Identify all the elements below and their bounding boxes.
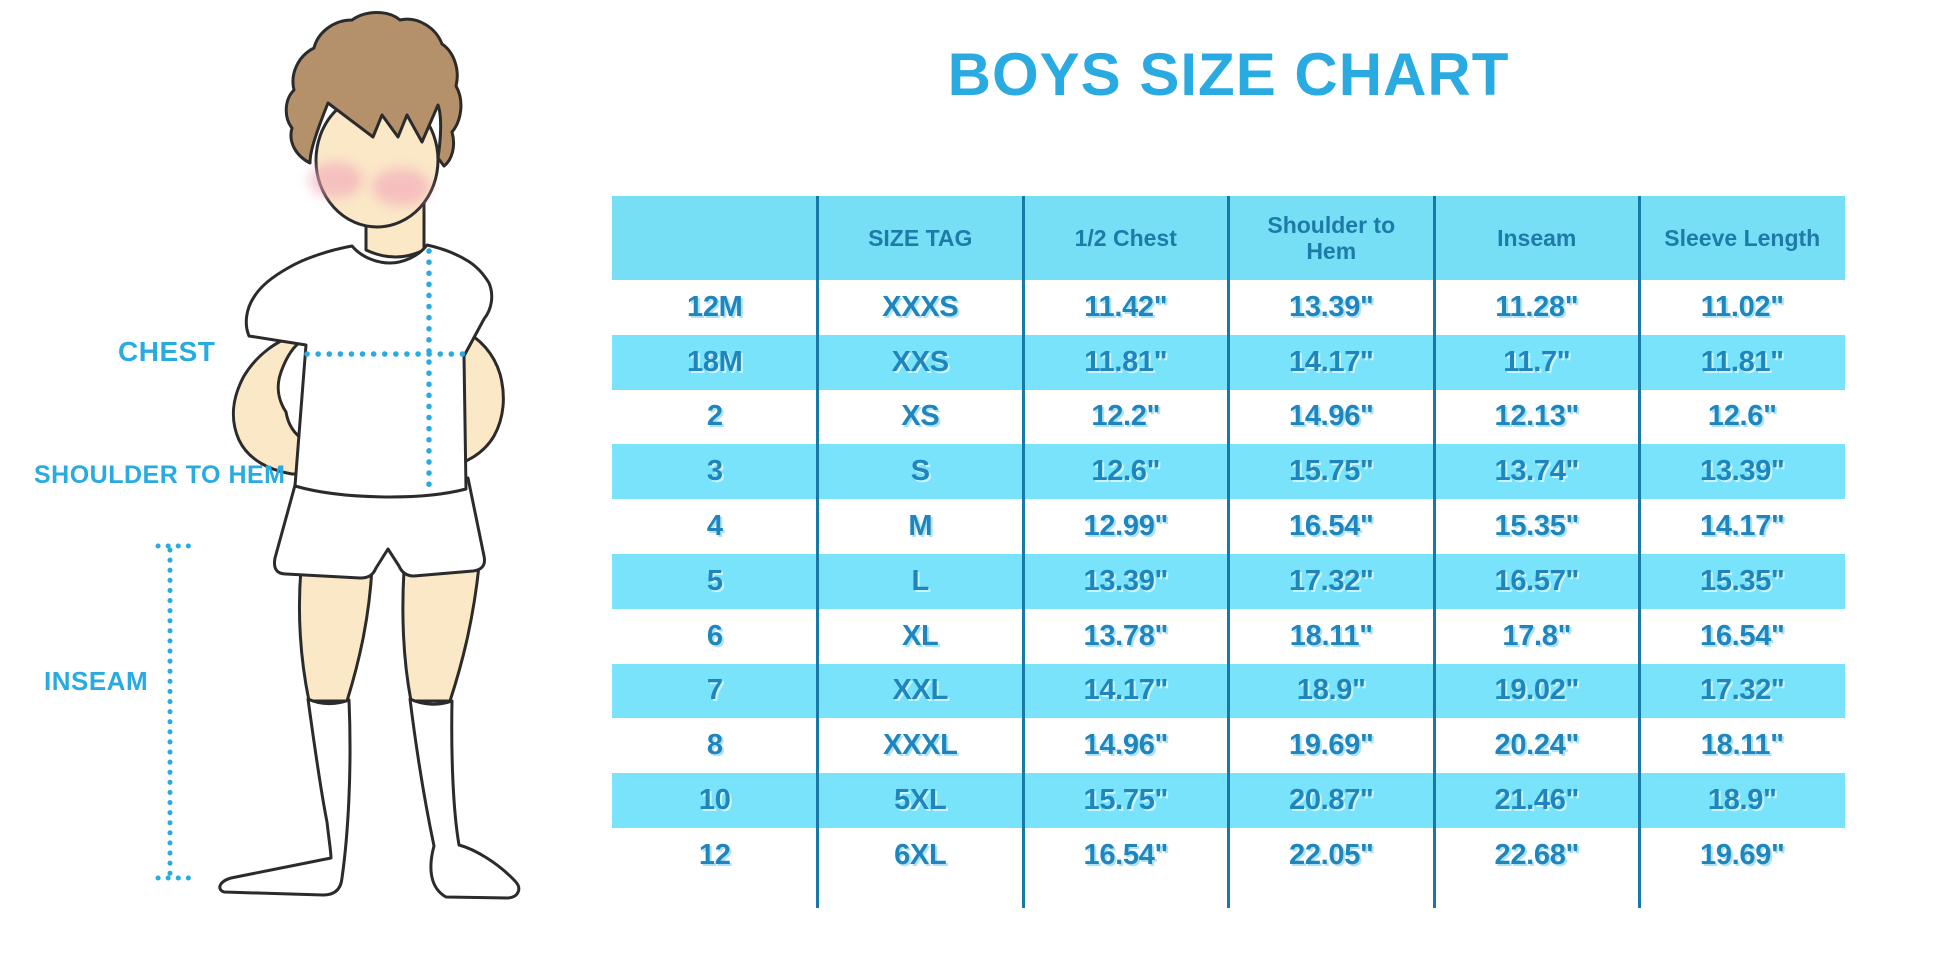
table-cell: 21.46" <box>1494 784 1580 817</box>
table-cell: 20.24" <box>1494 729 1580 762</box>
page-title: BOYS SIZE CHART <box>947 41 1510 108</box>
table-cell: 18.11" <box>1700 729 1784 762</box>
column-header <box>612 196 818 280</box>
table-cell: 11.81" <box>1700 345 1784 378</box>
right-thigh <box>401 564 481 703</box>
shorts <box>273 476 486 580</box>
table-cell: 15.75" <box>1083 784 1169 817</box>
column-divider <box>1638 196 1641 908</box>
table-cell: 18.9" <box>1296 674 1366 707</box>
boy-illustration <box>155 11 521 900</box>
table-cell: 14.96" <box>1083 729 1169 762</box>
table-cell: 15.35" <box>1494 510 1580 543</box>
table-cell: 11.28" <box>1495 290 1579 323</box>
table-cell: 11.7" <box>1503 345 1571 378</box>
table-cell: XS <box>901 400 940 433</box>
table-cell: 16.54" <box>1699 619 1785 652</box>
column-header: Inseam <box>1497 224 1577 251</box>
table-cell: 19.69" <box>1288 729 1374 762</box>
table-cell: 18M <box>686 345 743 378</box>
blush-right-icon <box>372 168 430 206</box>
table-cell: 16.54" <box>1083 838 1169 871</box>
table-cell: 17.32" <box>1288 564 1374 597</box>
table-cell: 14.17" <box>1288 345 1374 378</box>
column-header: Sleeve Length <box>1664 224 1821 251</box>
table-cell: 22.68" <box>1494 838 1580 871</box>
table-cell: 10 <box>698 784 731 817</box>
table-cell: XXXL <box>882 729 958 762</box>
left-thigh <box>297 566 374 703</box>
shoulder-to-hem-label: SHOULDER TO HEM <box>34 461 286 489</box>
table-cell: 11.42" <box>1084 290 1168 323</box>
column-divider <box>1227 196 1230 908</box>
table-cell: M <box>908 510 933 543</box>
left-arm <box>231 332 306 476</box>
table-cell: L <box>911 564 930 597</box>
table-cell: 13.39" <box>1699 455 1785 488</box>
table-cell: 13.78" <box>1083 619 1169 652</box>
table-cell: 15.75" <box>1288 455 1374 488</box>
table-cell: 18.9" <box>1707 784 1777 817</box>
table-cell: 12.13" <box>1494 400 1580 433</box>
column-header: 1/2 Chest <box>1074 224 1177 251</box>
table-cell: XXXS <box>882 290 959 323</box>
table-cell: 20.87" <box>1288 784 1374 817</box>
column-divider <box>1021 196 1025 908</box>
chest-label: CHEST <box>118 336 216 367</box>
table-cell: 11.02" <box>1700 290 1784 323</box>
table-cell: 8 <box>706 729 723 762</box>
table-cell: 12.6" <box>1707 400 1777 433</box>
column-divider <box>1432 196 1436 908</box>
table-cell: 12M <box>686 290 743 323</box>
table-cell: 14.17" <box>1083 674 1169 707</box>
column-header: SIZE TAG <box>868 224 973 251</box>
table-cell: 6XL <box>894 838 947 871</box>
right-sock <box>408 697 521 900</box>
table-cell: 12.2" <box>1091 400 1161 433</box>
table-cell: 5XL <box>894 784 947 817</box>
table-cell: 14.17" <box>1699 510 1785 543</box>
table-cell: 13.74" <box>1494 455 1580 488</box>
table-cell: 17.32" <box>1699 674 1785 707</box>
table-cell: XL <box>902 619 939 652</box>
table-cell: 13.39" <box>1083 564 1169 597</box>
inseam-label: INSEAM <box>44 666 149 696</box>
hair <box>284 11 463 168</box>
table-cell: 7 <box>706 674 723 707</box>
table-cell: 2 <box>706 400 723 433</box>
table-cell: 16.54" <box>1288 510 1374 543</box>
table-cell: XXS <box>891 345 949 378</box>
table-cell: 6 <box>706 619 723 652</box>
table-cell: 5 <box>706 564 723 597</box>
table-cell: 12.6" <box>1091 455 1161 488</box>
table-cell: 12 <box>698 838 731 871</box>
table-cell: 11.81" <box>1084 345 1168 378</box>
table-cell: 18.11" <box>1289 619 1373 652</box>
table-cell: 4 <box>706 510 723 543</box>
table-cell: S <box>910 455 930 488</box>
table-cell: 19.02" <box>1494 674 1580 707</box>
column-divider <box>816 196 819 908</box>
blush-left-icon <box>309 162 363 198</box>
left-sock <box>218 697 352 897</box>
table-cell: 14.96" <box>1288 400 1374 433</box>
table-cell: 13.39" <box>1288 290 1374 323</box>
table-cell: 3 <box>706 455 723 488</box>
table-cell: 12.99" <box>1083 510 1169 543</box>
column-header: Shoulder to Hem <box>1267 211 1396 264</box>
table-cell: 17.8" <box>1502 619 1572 652</box>
table-cell: XXL <box>892 674 949 707</box>
table-cell: 19.69" <box>1699 838 1785 871</box>
table-cell: 16.57" <box>1494 564 1580 597</box>
table-cell: 15.35" <box>1699 564 1785 597</box>
table-cell: 22.05" <box>1288 838 1374 871</box>
size-table: SIZE TAG 1/2 Chest Shoulder to Hem Inseam Sl… <box>612 196 1845 908</box>
figure-panel: CHEST SHOULDER TO HEM INSEAM <box>0 0 560 973</box>
